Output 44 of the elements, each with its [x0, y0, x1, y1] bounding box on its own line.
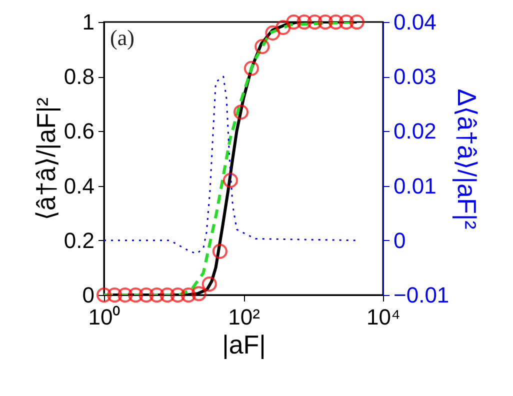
point	[286, 14, 302, 30]
point	[170, 287, 186, 303]
point	[128, 287, 144, 303]
y2-tick-label: −0.01	[394, 282, 450, 308]
y2-tick-label: 0	[394, 228, 406, 253]
x-tick-label: 10⁰	[88, 304, 121, 330]
point	[149, 287, 164, 303]
point	[265, 25, 280, 40]
point	[160, 287, 175, 303]
y2-tick-label: 0.01	[394, 173, 436, 198]
point	[222, 172, 238, 188]
y-axis-title: ⟨â†â⟩/|aF|²	[30, 97, 61, 221]
point	[191, 286, 206, 302]
point	[233, 104, 248, 120]
y-tick-label: 0	[82, 282, 94, 308]
point	[212, 244, 228, 259]
x-tick-label: 10⁴	[366, 304, 400, 330]
point	[328, 14, 344, 30]
point	[296, 14, 312, 30]
point	[96, 287, 112, 303]
point	[202, 276, 217, 292]
y2-tick-label: 0.04	[394, 10, 436, 34]
annotation: (a)	[110, 25, 134, 50]
y-tick-label: 0.2	[64, 228, 94, 253]
point	[307, 14, 322, 30]
y-tick-label: 0.8	[64, 64, 94, 90]
point	[276, 20, 291, 35]
y-tick-label: 1	[82, 10, 94, 34]
point	[254, 39, 270, 54]
y2-tick-label: 0.02	[394, 118, 436, 144]
point	[118, 287, 133, 303]
point	[180, 287, 196, 303]
y-tick-label: 0.6	[64, 118, 94, 144]
x-tick-label: 10²	[228, 304, 260, 330]
point	[318, 14, 333, 30]
point	[349, 14, 364, 30]
y2-tick-label: 0.03	[394, 64, 436, 90]
point	[338, 14, 354, 30]
y2-axis-title: Δ⟨â†â⟩/|aF|²	[452, 88, 482, 230]
point	[244, 60, 259, 76]
x-axis-title: |aF|	[222, 330, 266, 360]
y-tick-label: 0.4	[64, 173, 94, 198]
point	[107, 287, 122, 303]
point	[138, 287, 154, 303]
